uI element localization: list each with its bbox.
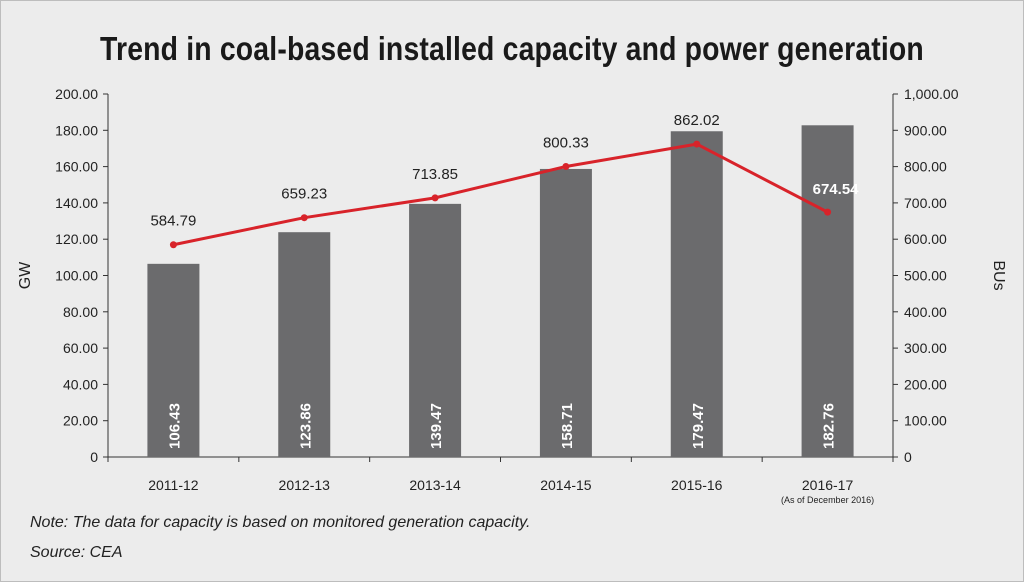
line-point: [824, 208, 832, 216]
line-value-label: 584.79: [150, 213, 196, 230]
bar: [147, 263, 200, 457]
y-tick-label-right: 500.00: [904, 268, 947, 284]
x-tick-label: 2012-13: [279, 477, 331, 493]
bar: [278, 232, 331, 457]
line-point: [562, 162, 570, 170]
line-point: [693, 140, 701, 148]
y-axis-title-left: GW: [17, 261, 34, 289]
line-point: [169, 241, 177, 249]
bar-value-label: 106.43: [166, 403, 183, 449]
x-tick-label: 2013-14: [409, 477, 461, 493]
y-tick-label-left: 100.00: [55, 268, 98, 284]
x-tick-sublabel: (As of December 2016): [781, 495, 874, 505]
y-tick-label-left: 140.00: [55, 195, 98, 211]
x-tick-label: 2014-15: [540, 477, 592, 493]
bar: [539, 168, 592, 457]
line-point: [431, 194, 439, 202]
y-tick-label-right: 1,000.00: [904, 86, 959, 102]
bar-value-label: 179.47: [690, 403, 707, 449]
bar-value-label: 139.47: [428, 403, 445, 449]
bar-value-label: 123.86: [297, 403, 314, 449]
y-tick-label-left: 160.00: [55, 159, 98, 175]
chart-title: Trend in coal-based installed capacity a…: [100, 30, 924, 67]
generation-line: [173, 142, 829, 247]
bar: [670, 131, 723, 457]
x-tick-label: 2011-12: [148, 477, 199, 493]
y-tick-label-right: 900.00: [904, 122, 947, 138]
y-tick-label-right: 600.00: [904, 231, 947, 247]
y-tick-label-right: 800.00: [904, 159, 947, 175]
y-tick-label-left: 40.00: [63, 376, 98, 392]
y-tick-label-left: 200.00: [55, 86, 98, 102]
y-axis-title-right: BUs: [990, 260, 1007, 290]
bar-value-label: 158.71: [559, 403, 576, 449]
bar-value-label: 182.76: [821, 403, 838, 449]
y-tick-label-left: 120.00: [55, 231, 98, 247]
bar: [409, 203, 462, 457]
line-value-label: 659.23: [281, 186, 327, 203]
y-tick-label-right: 200.00: [904, 376, 947, 392]
x-tick-label: 2016-17: [802, 477, 854, 493]
y-tick-label-left: 80.00: [63, 304, 98, 320]
line-value-label: 862.02: [674, 112, 720, 129]
y-tick-label-left: 60.00: [63, 340, 98, 356]
line-value-label: 800.33: [543, 134, 589, 151]
line-value-label: 674.54: [813, 181, 860, 198]
line-value-label: 713.85: [412, 166, 458, 183]
y-tick-label-right: 300.00: [904, 340, 947, 356]
y-tick-label-right: 700.00: [904, 195, 947, 211]
line-point: [300, 214, 308, 222]
y-tick-label-right: 400.00: [904, 304, 947, 320]
y-tick-label-right: 100.00: [904, 413, 947, 429]
y-tick-label-right: 0: [904, 449, 912, 465]
footnote: Note: The data for capacity is based on …: [30, 514, 531, 531]
y-tick-label-left: 20.00: [63, 413, 98, 429]
source-note: Source: CEA: [30, 544, 123, 561]
bar: [801, 125, 854, 458]
y-tick-label-left: 180.00: [55, 122, 98, 138]
y-tick-label-left: 0: [90, 449, 98, 465]
x-tick-label: 2015-16: [671, 477, 723, 493]
